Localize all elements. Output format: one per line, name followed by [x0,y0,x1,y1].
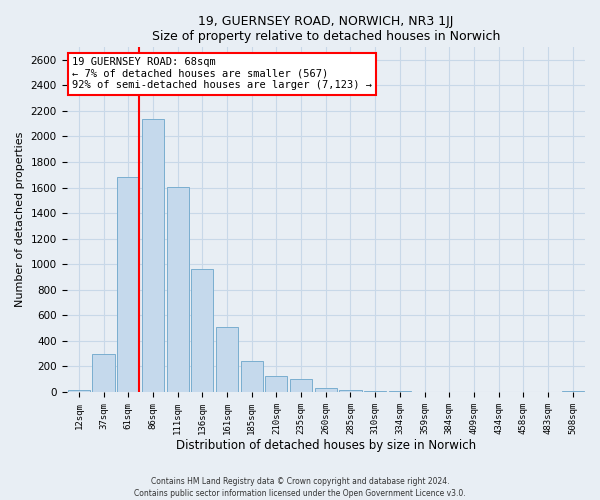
Bar [92,354,115,392]
Text: Contains HM Land Registry data © Crown copyright and database right 2024.
Contai: Contains HM Land Registry data © Crown c… [134,476,466,498]
Bar [117,178,139,392]
Title: 19, GUERNSEY ROAD, NORWICH, NR3 1JJ
Size of property relative to detached houses: 19, GUERNSEY ROAD, NORWICH, NR3 1JJ Size… [152,15,500,43]
Bar [314,388,337,392]
Y-axis label: Number of detached properties: Number of detached properties [15,132,25,307]
Bar [265,376,287,392]
Bar [562,391,584,392]
Bar [290,380,312,392]
Bar [191,270,214,392]
Bar [241,360,263,392]
Bar [142,118,164,392]
Bar [68,390,90,392]
Text: 19 GUERNSEY ROAD: 68sqm
← 7% of detached houses are smaller (567)
92% of semi-de: 19 GUERNSEY ROAD: 68sqm ← 7% of detached… [72,58,372,90]
Bar [340,390,362,392]
Bar [216,328,238,392]
X-axis label: Distribution of detached houses by size in Norwich: Distribution of detached houses by size … [176,440,476,452]
Bar [167,187,189,392]
